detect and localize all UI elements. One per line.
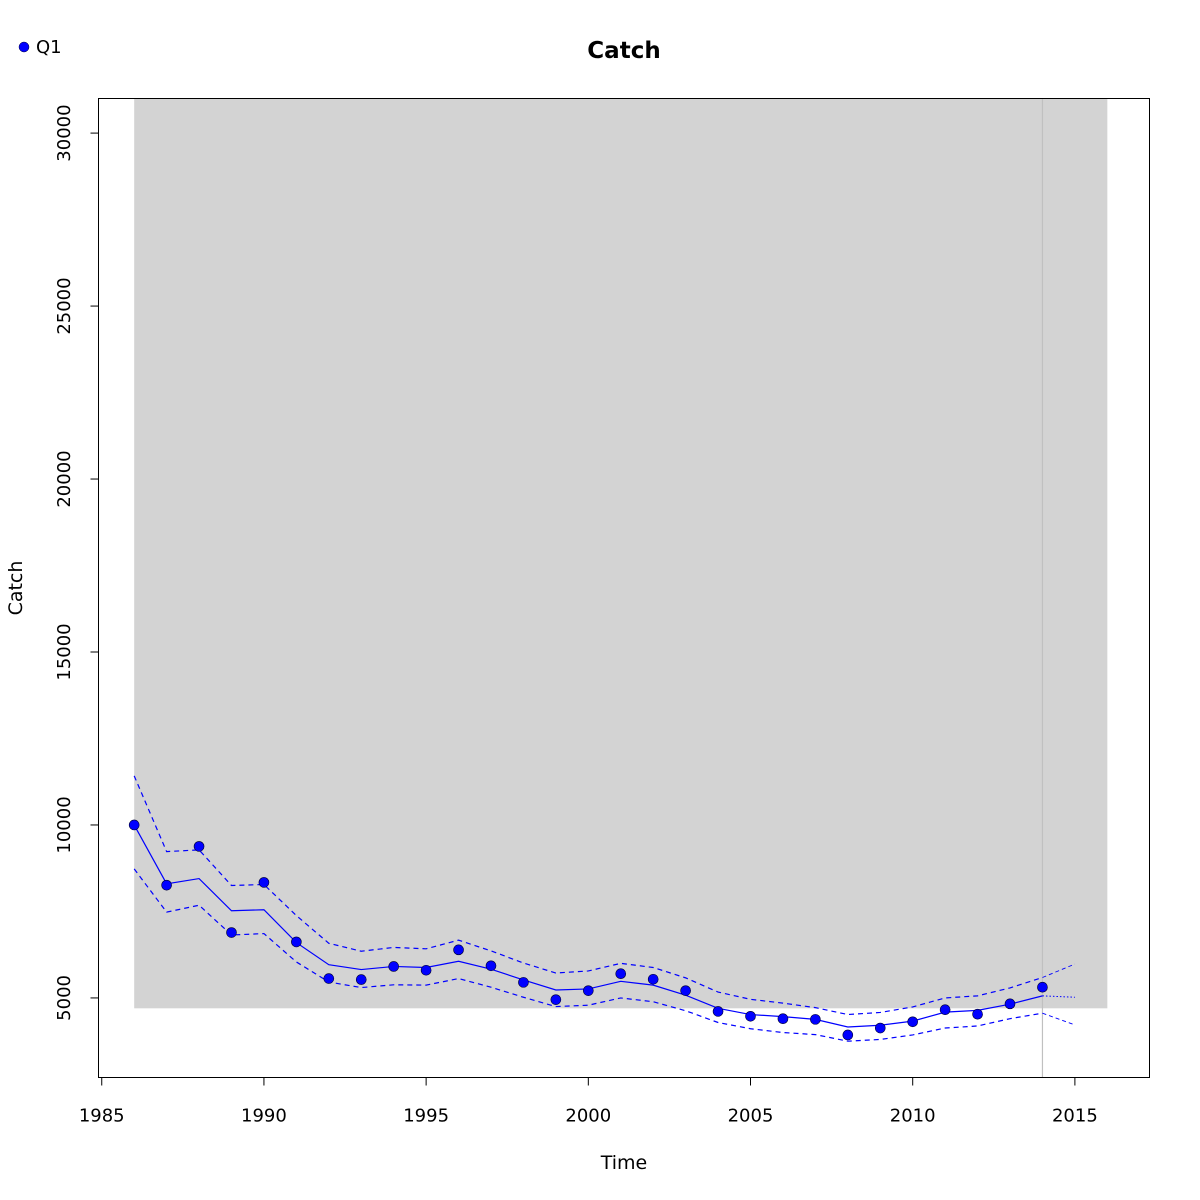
y-tick-label: 10000 [54, 796, 75, 853]
data-point [1004, 998, 1016, 1010]
series-line-forecast-lower [1042, 1012, 1076, 1026]
data-point [518, 977, 529, 988]
data-point [615, 968, 627, 980]
x-tick-label: 1990 [241, 1106, 287, 1127]
x-tick-label: 2010 [890, 1106, 936, 1127]
data-point [907, 1016, 919, 1028]
shaded-region [134, 98, 1108, 1009]
data-point [777, 1013, 789, 1024]
data-point [1037, 981, 1048, 993]
data-point [226, 927, 237, 938]
data-point [842, 1029, 854, 1041]
data-point [874, 1022, 886, 1034]
data-point [453, 944, 464, 956]
series-line-upper [133, 775, 1043, 1016]
x-tick-label: 1995 [403, 1106, 449, 1127]
legend: Q1 [18, 37, 62, 58]
y-tick-label: 5000 [54, 975, 75, 1021]
x-axis-label: Time [600, 1152, 648, 1174]
x-tick-label: 2005 [728, 1106, 774, 1127]
data-point [680, 985, 691, 996]
data-point [420, 964, 432, 976]
x-tick-label: 2000 [565, 1106, 611, 1127]
x-axis: 1985 1990 1995 2000 2005 2010 2015 [79, 1077, 1098, 1127]
x-tick-label: 1985 [79, 1106, 125, 1127]
data-point [291, 936, 302, 948]
shaded-region-layer [134, 98, 1108, 1009]
data-point [972, 1008, 983, 1020]
data-point [355, 974, 367, 985]
data-point [745, 1010, 756, 1022]
data-point [647, 973, 659, 985]
y-axis-label: Catch [5, 561, 27, 616]
data-point [161, 879, 172, 891]
x-tick-label: 2015 [1052, 1106, 1098, 1127]
data-point [128, 819, 140, 831]
y-axis: 5000 10000 15000 20000 25000 30000 [54, 104, 99, 1021]
legend-label-q1: Q1 [36, 37, 62, 58]
data-point [193, 841, 205, 852]
data-point [583, 985, 594, 996]
y-tick-label: 20000 [54, 450, 75, 507]
data-point [550, 994, 562, 1005]
data-point [810, 1014, 821, 1025]
legend-marker-q1 [18, 41, 30, 53]
y-tick-label: 15000 [54, 623, 75, 680]
y-tick-label: 25000 [54, 277, 75, 334]
data-point [712, 1006, 724, 1017]
data-point [939, 1004, 951, 1015]
data-point [485, 960, 497, 972]
data-point [258, 877, 270, 888]
points-layer [128, 819, 1048, 1041]
series-line-forecast-upper [1042, 963, 1076, 978]
data-point [388, 961, 399, 972]
chart-title: Catch [587, 38, 660, 64]
series-line-lower [133, 868, 1043, 1042]
data-point [323, 973, 335, 984]
y-tick-label: 30000 [54, 104, 75, 161]
